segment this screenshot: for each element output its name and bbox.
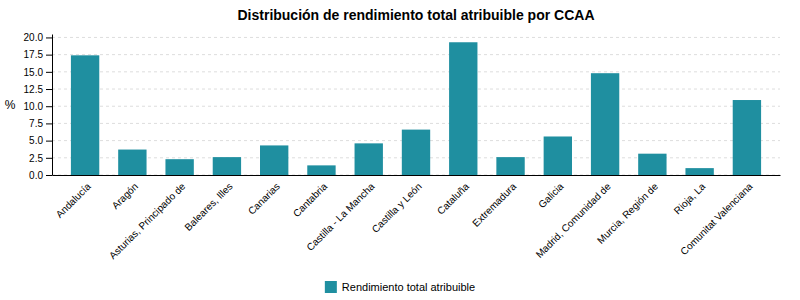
y-tick: 20.0 (24, 32, 52, 43)
y-tick: 12.5 (24, 84, 52, 95)
legend-swatch (325, 281, 337, 293)
bar (496, 157, 524, 175)
x-tick: Aragón (110, 181, 141, 212)
y-tick: 15.0 (24, 67, 52, 78)
y-tick-label: 15.0 (24, 67, 44, 78)
y-tick-mark (46, 141, 52, 142)
y-tick-label: 7.5 (29, 118, 43, 129)
y-tick-mark (46, 123, 52, 124)
y-tick-label: 10.0 (24, 101, 44, 112)
y-tick-mark (46, 175, 52, 176)
y-axis-line (52, 35, 53, 176)
grid-line (52, 89, 780, 90)
x-tick: Castilla y León (370, 181, 424, 235)
x-tick: Cataluña (435, 180, 471, 216)
x-tick-label: Extremadura (470, 180, 519, 229)
bar (118, 150, 146, 175)
x-tick-label: Canarias (246, 181, 282, 217)
y-tick-label: 2.5 (29, 153, 43, 164)
bar (449, 42, 477, 175)
legend: Rendimiento total atribuible (325, 281, 475, 293)
chart-container: 0.0 2.5 5.0 7.5 10.0 12.5 15.0 17.5 20.0 Andalucí… (0, 0, 800, 300)
bar (355, 143, 383, 175)
y-tick: 0.0 (29, 170, 52, 181)
bar (544, 136, 572, 175)
x-tick-label: Madrid, Comunidad de (534, 180, 614, 260)
x-tick: Extremadura (470, 180, 519, 229)
y-tick-label: 12.5 (24, 84, 44, 95)
grid-line (52, 106, 780, 107)
x-tick: Canarias (246, 181, 282, 217)
x-tick: Castilla - La Mancha (304, 180, 377, 253)
title: Distribución de rendimiento total atribu… (237, 7, 594, 23)
bar (307, 165, 335, 175)
bar (71, 55, 99, 175)
grid-line (52, 54, 780, 55)
x-tick-label: Castilla y León (370, 181, 424, 235)
y-tick-mark (46, 89, 52, 90)
x-tick: Galicia (536, 180, 566, 210)
x-tick-label: Cantabria (291, 180, 330, 219)
y-axis: 0.0 2.5 5.0 7.5 10.0 12.5 15.0 17.5 20.0 (24, 32, 53, 181)
x-tick-label: Rioja, La (672, 180, 708, 216)
y-tick-mark (46, 55, 52, 56)
x-tick: Murcia, Región de (595, 180, 660, 245)
bar (260, 145, 288, 175)
y-tick: 5.0 (29, 135, 52, 146)
bar (213, 157, 241, 175)
chart-svg: 0.0 2.5 5.0 7.5 10.0 12.5 15.0 17.5 20.0 Andalucí… (0, 0, 800, 300)
bar-series (71, 42, 761, 175)
x-tick-label: Galicia (536, 180, 566, 210)
x-tick: Madrid, Comunidad de (534, 180, 614, 260)
y-tick: 17.5 (24, 49, 52, 60)
grid-line (52, 37, 780, 38)
x-tick-label: Andalucía (54, 180, 94, 220)
y-tick: 7.5 (29, 118, 52, 129)
bar (733, 100, 761, 175)
x-tick: Asturias, Principado de (107, 180, 188, 261)
x-tick-label: Comunitat Valenciana (678, 180, 755, 257)
y-tick-mark (46, 72, 52, 73)
bar (638, 154, 666, 175)
y-tick-mark (46, 106, 52, 107)
grid-line (52, 123, 780, 124)
grid-line (52, 71, 780, 72)
x-tick-label: Baleares, Illes (182, 181, 234, 233)
y-tick-label: 5.0 (29, 135, 43, 146)
x-tick: Baleares, Illes (182, 181, 234, 233)
y-tick: 2.5 (29, 153, 52, 164)
grid (52, 37, 780, 175)
y-tick-mark (46, 37, 52, 38)
bar (402, 130, 430, 175)
x-tick: Comunitat Valenciana (678, 180, 755, 257)
x-axis: Andalucía AragónAsturias, Principado deBa… (53, 176, 781, 262)
x-tick: Rioja, La (672, 180, 708, 216)
legend-label: Rendimiento total atribuible (342, 281, 475, 293)
y-tick: 10.0 (24, 101, 52, 112)
x-tick: Cantabria (291, 180, 330, 219)
y-tick-label: 0.0 (29, 170, 43, 181)
bar (165, 159, 193, 175)
bar (591, 73, 619, 175)
x-tick-label: Castilla - La Mancha (304, 180, 377, 253)
x-tick-label: Aragón (110, 181, 141, 212)
x-tick: Andalucía (54, 180, 94, 220)
y-tick-mark (46, 158, 52, 159)
legend-item: Rendimiento total atribuible (325, 281, 475, 293)
x-tick-label: Murcia, Región de (595, 180, 660, 245)
y-tick-label: 17.5 (24, 49, 44, 60)
x-tick-label: Cataluña (435, 180, 471, 216)
bar (685, 168, 713, 175)
plot-area (71, 42, 761, 175)
x-axis-line (53, 175, 781, 176)
y-axis-label: % (5, 98, 16, 112)
x-tick-label: Asturias, Principado de (107, 180, 188, 261)
y-tick-label: 20.0 (24, 32, 44, 43)
